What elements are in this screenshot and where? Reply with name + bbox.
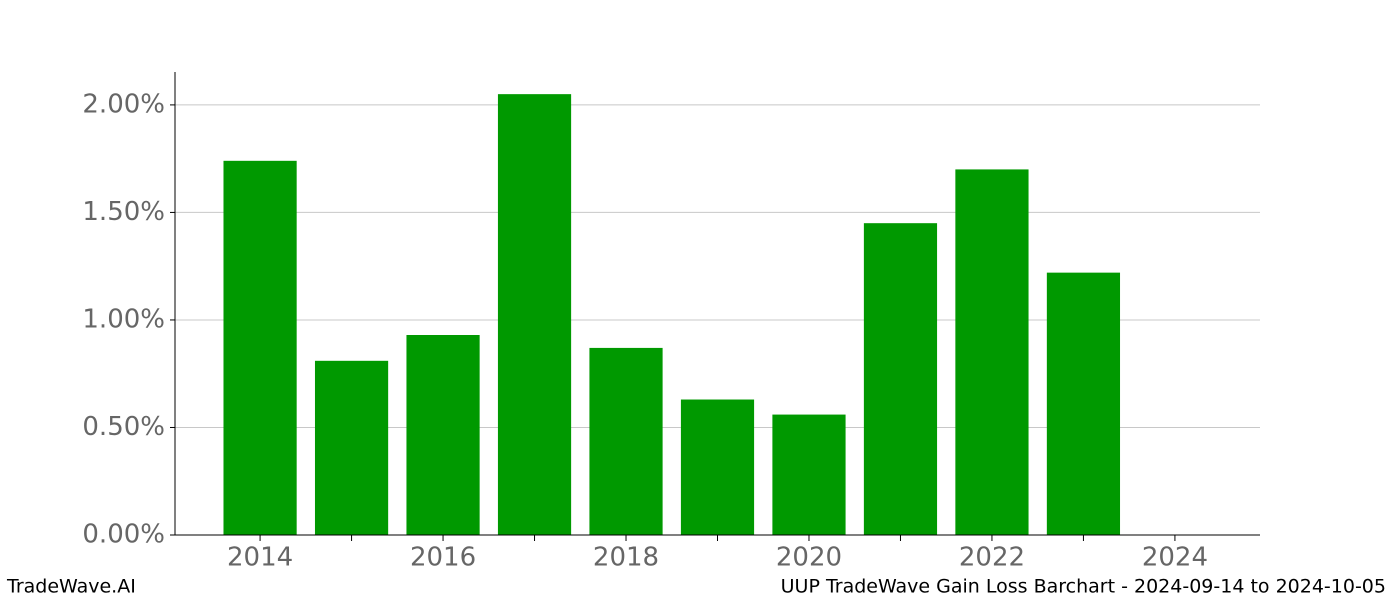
- bar: [680, 399, 755, 535]
- x-tick-label: 2022: [959, 543, 1025, 573]
- x-tick-label: 2020: [776, 543, 842, 573]
- y-tick-label: 0.50%: [82, 412, 165, 442]
- x-tick-label: 2014: [227, 543, 293, 573]
- bar: [497, 94, 572, 535]
- bar: [955, 169, 1029, 535]
- bar: [406, 335, 480, 535]
- bar: [863, 223, 938, 535]
- bar: [223, 160, 297, 536]
- bar: [772, 414, 846, 535]
- y-tick-label: 0.00%: [82, 520, 165, 550]
- footer-right: UUP TradeWave Gain Loss Barchart - 2024-…: [781, 576, 1386, 598]
- footer-left: TradeWave.AI: [6, 576, 136, 598]
- bar: [589, 347, 663, 535]
- x-tick-label: 2024: [1142, 543, 1208, 573]
- y-tick-label: 2.00%: [82, 89, 165, 119]
- y-tick-label: 1.50%: [82, 197, 165, 227]
- bar: [314, 360, 389, 535]
- bar: [1046, 272, 1121, 535]
- x-tick-label: 2018: [593, 543, 659, 573]
- x-tick-label: 2016: [410, 543, 476, 573]
- y-tick-label: 1.00%: [82, 304, 165, 334]
